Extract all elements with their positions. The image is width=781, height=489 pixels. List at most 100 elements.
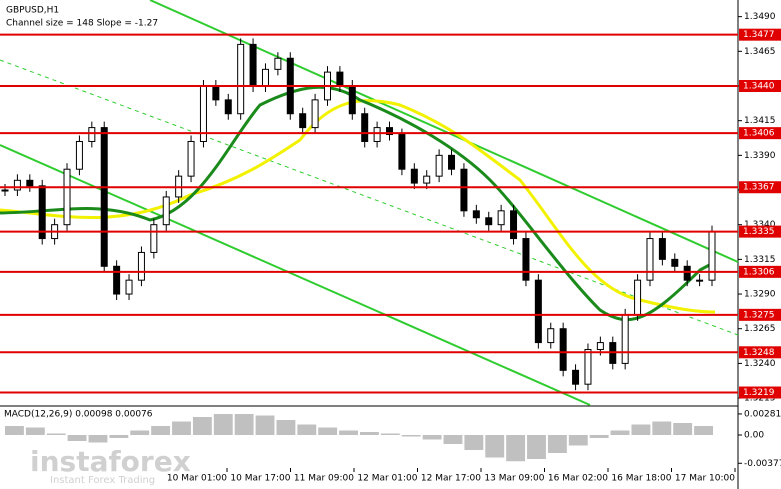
- level-label: 1.3219: [743, 388, 775, 398]
- candle: [336, 71, 344, 87]
- candle: [237, 43, 245, 115]
- y-tick-label: 1.3215: [744, 394, 776, 404]
- candle: [683, 265, 691, 281]
- macd-bar: [130, 430, 150, 435]
- level-label: 1.3406: [743, 129, 775, 139]
- macd-bar: [109, 435, 129, 438]
- x-tick-label: 12 Mar 17:00: [421, 474, 481, 484]
- candle: [572, 369, 580, 385]
- macd-bar: [527, 435, 546, 459]
- candle: [361, 113, 369, 142]
- candle: [162, 196, 170, 226]
- macd-bar: [464, 435, 484, 450]
- candle: [460, 168, 468, 212]
- macd-bar: [589, 435, 609, 438]
- macd-bar: [234, 414, 254, 435]
- level-label: 1.3440: [743, 81, 775, 91]
- candle: [547, 328, 555, 344]
- chart-title: GBPUSD,H1: [6, 6, 59, 16]
- level-tag: [739, 28, 781, 41]
- candle: [646, 238, 654, 281]
- level-label: 1.3367: [743, 183, 775, 193]
- candle: [13, 179, 21, 191]
- macd-bar: [547, 435, 567, 453]
- candle: [708, 231, 716, 281]
- candle: [26, 179, 34, 187]
- x-tick-label: 16 Mar 02:00: [548, 474, 608, 484]
- macd-bar: [5, 426, 24, 435]
- macd-bar: [673, 423, 693, 435]
- candle: [212, 85, 220, 101]
- moving-average-fast: [0, 85, 716, 322]
- level-label: 1.3275: [743, 310, 775, 320]
- channel-lower: [0, 144, 591, 406]
- candle: [274, 57, 282, 70]
- y-tick-label: 1.3315: [744, 255, 776, 265]
- candle: [187, 140, 195, 177]
- candle: [559, 328, 567, 371]
- watermark-sub: Instant Forex Trading: [50, 475, 155, 486]
- y-tick-label: 1.3490: [744, 12, 776, 22]
- y-tick-label: 1.3240: [744, 359, 776, 369]
- candle: [348, 85, 356, 115]
- candle: [596, 342, 604, 351]
- candle: [113, 265, 121, 295]
- candle: [299, 113, 307, 129]
- candle: [584, 349, 592, 385]
- macd-bar: [88, 435, 108, 443]
- candle: [125, 279, 133, 295]
- candle: [497, 210, 505, 226]
- macd-bar: [610, 430, 630, 435]
- candle: [63, 168, 71, 226]
- y-tick-label: 1.3415: [744, 116, 776, 126]
- candle: [311, 99, 319, 129]
- watermark: instaforex: [30, 445, 191, 478]
- macd-bar: [568, 435, 588, 446]
- level-tag: [739, 308, 781, 321]
- y-tick-label: 1.3290: [744, 290, 776, 300]
- level-label: 1.3477: [743, 30, 775, 40]
- level-tag: [739, 181, 781, 194]
- macd-bar: [380, 433, 400, 435]
- candle: [510, 210, 518, 240]
- candle: [88, 127, 96, 142]
- macd-bar: [276, 420, 296, 435]
- macd-tick-label: -0.00377: [744, 459, 781, 469]
- candle: [150, 224, 158, 253]
- y-tick-label: 1.3390: [744, 151, 776, 161]
- candle: [485, 217, 493, 226]
- macd-bar: [401, 435, 421, 437]
- candle: [522, 238, 530, 281]
- x-tick-label: 11 Mar 09:00: [294, 474, 354, 484]
- macd-bar: [694, 426, 713, 435]
- candle: [373, 127, 381, 142]
- candle: [534, 279, 542, 344]
- macd-bar: [192, 417, 212, 435]
- x-tick-label: 13 Mar 09:00: [484, 474, 544, 484]
- macd-bar: [255, 415, 275, 435]
- candle: [634, 279, 642, 316]
- macd-label: MACD(12,26,9) 0.00098 0.00076: [4, 410, 153, 420]
- x-tick-label: 12 Mar 01:00: [357, 474, 417, 484]
- candle: [435, 154, 443, 177]
- macd-bar: [67, 435, 87, 441]
- candle: [448, 154, 456, 170]
- candle: [75, 140, 83, 170]
- channel-info: Channel size = 148 Slope = -1.27: [6, 19, 158, 29]
- y-tick-label: 1.3465: [744, 47, 776, 57]
- candle: [671, 258, 679, 267]
- macd-bar: [422, 435, 442, 440]
- level-tag: [739, 127, 781, 140]
- candle: [249, 43, 257, 87]
- candle: [224, 99, 232, 115]
- candle: [696, 279, 704, 282]
- macd-bar: [318, 427, 338, 435]
- macd-bar: [297, 424, 317, 435]
- x-tick-label: 17 Mar 10:00: [675, 474, 735, 484]
- level-label: 1.3248: [743, 348, 775, 358]
- macd-bar: [485, 435, 505, 458]
- x-tick-label: 10 Mar 01:00: [167, 474, 227, 484]
- level-label: 1.3335: [743, 227, 775, 237]
- macd-bar: [46, 433, 66, 435]
